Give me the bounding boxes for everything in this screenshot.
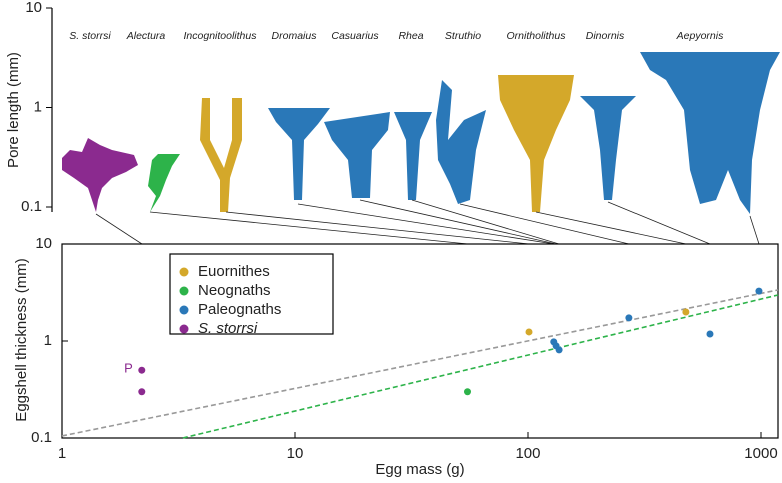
x-tick-label: 1000 <box>744 445 777 462</box>
legend-label: S. storrsi <box>198 320 258 337</box>
point <box>706 330 714 338</box>
species-label: Casuarius <box>331 30 379 42</box>
species-label: Struthio <box>445 30 481 42</box>
legend-label: Neognaths <box>198 282 271 299</box>
point <box>625 314 633 322</box>
species-label: Aepyornis <box>676 30 724 42</box>
legend-label: Paleognaths <box>198 301 281 318</box>
plot-frame <box>61 243 779 439</box>
trend-line <box>61 289 779 437</box>
x-label: Egg mass (g) <box>375 461 464 478</box>
connectors <box>95 199 760 245</box>
top-y-label: Pore length (mm) <box>5 52 22 168</box>
y-tick-label: 1 <box>44 332 52 349</box>
species-label: Rhea <box>398 30 423 42</box>
x-tick-label: 1 <box>58 445 66 462</box>
legend-marker <box>179 286 189 296</box>
point <box>138 388 146 396</box>
pore-illustrations <box>62 52 780 214</box>
y-tick-label: 10 <box>25 0 42 16</box>
x-tick-label: 10 <box>287 445 304 462</box>
point <box>138 366 146 374</box>
legend-label: Euornithes <box>198 263 270 280</box>
species-label: S. storrsi <box>69 30 111 42</box>
y-tick-label: 0.1 <box>31 429 52 446</box>
species-label: Incognitoolithus <box>184 30 258 42</box>
point <box>464 388 472 396</box>
legend-box <box>169 253 334 335</box>
point <box>682 308 690 316</box>
legend-marker <box>179 267 189 277</box>
legend-marker <box>179 324 189 334</box>
legend-marker <box>179 305 189 315</box>
y-tick-label: 0.1 <box>21 198 42 215</box>
point <box>555 346 563 354</box>
species-label: Dromaius <box>272 30 318 42</box>
point <box>755 287 763 295</box>
point <box>525 328 533 336</box>
y-tick-label: 1 <box>34 98 42 115</box>
species-label: Ornitholithus <box>507 30 567 42</box>
species-label: Dinornis <box>586 30 625 42</box>
annotation: P <box>124 361 133 376</box>
y-tick-label: 10 <box>35 235 52 252</box>
species-label: Alectura <box>126 30 166 42</box>
y-label: Eggshell thickness (mm) <box>13 258 30 421</box>
trend-line <box>182 294 779 439</box>
x-tick-label: 100 <box>515 445 540 462</box>
